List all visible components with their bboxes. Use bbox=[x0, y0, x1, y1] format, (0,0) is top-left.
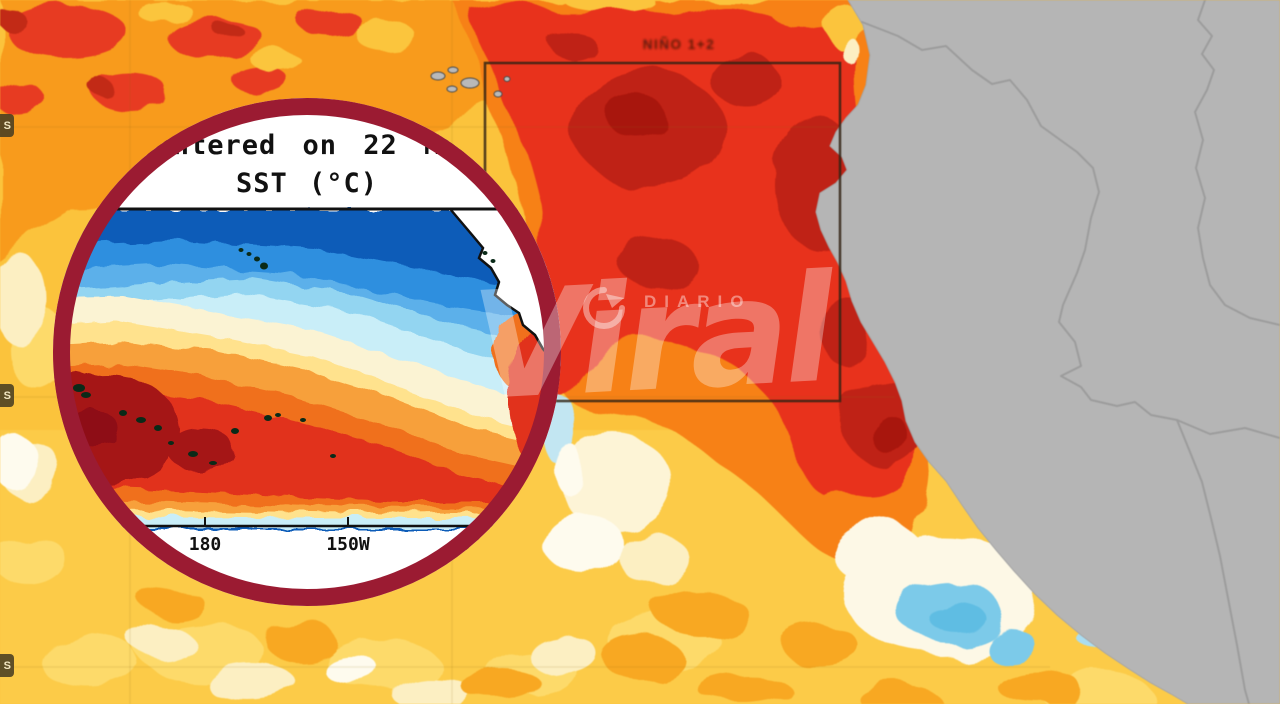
inset-tick-120w: 120W bbox=[460, 534, 504, 555]
inset-coastline bbox=[450, 209, 560, 367]
inset-pacific-sst-chart: 180 150W 120W bbox=[53, 207, 561, 555]
inset-land-north-america bbox=[451, 210, 561, 367]
inset-title: Centered on 22 MAR bbox=[138, 130, 476, 161]
country-borders bbox=[861, 0, 1280, 704]
latitude-tick-chip: S bbox=[0, 654, 14, 677]
sst-inset-circle: Centered on 22 MAR SST (°C) bbox=[53, 98, 561, 606]
sea-top-strip-patches bbox=[565, 0, 863, 64]
latitude-tick-chip: S bbox=[0, 384, 14, 407]
inset-tick-180: 180 bbox=[189, 534, 222, 555]
inset-island-specks bbox=[73, 248, 496, 465]
inset-subtitle: SST (°C) bbox=[235, 168, 379, 199]
latitude-tick-chip: S bbox=[0, 114, 14, 137]
land-south-america bbox=[815, 0, 1280, 704]
inset-sst-bands bbox=[53, 210, 561, 530]
sea-cool-coastal-pool bbox=[542, 395, 1162, 662]
galapagos-islands bbox=[430, 66, 511, 98]
sea-dark-red-cores bbox=[546, 26, 920, 462]
nino-box-label: NIÑO 1+2 bbox=[643, 37, 715, 52]
inset-axes bbox=[53, 207, 561, 528]
sea-mottle-patches bbox=[0, 255, 1155, 704]
inset-x-axis-labels: 180 150W 120W bbox=[189, 534, 504, 555]
inset-tick-150w: 150W bbox=[326, 534, 370, 555]
